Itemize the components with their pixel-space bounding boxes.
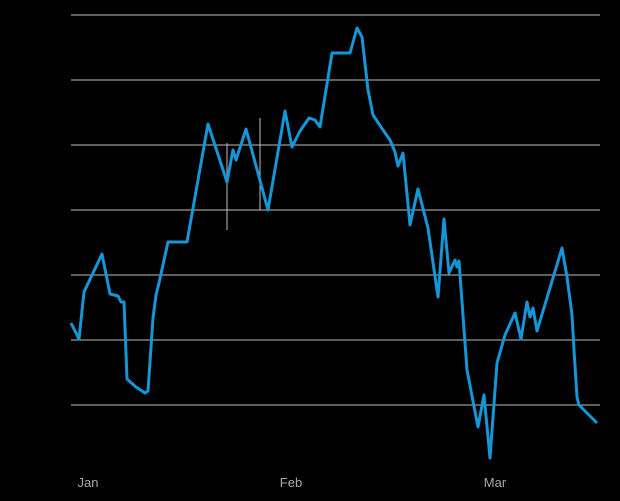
line-series — [69, 26, 599, 460]
x-axis-label-feb: Feb — [280, 475, 302, 490]
x-axis-label-jan: Jan — [78, 475, 99, 490]
x-axis-label-mar: Mar — [484, 475, 507, 490]
